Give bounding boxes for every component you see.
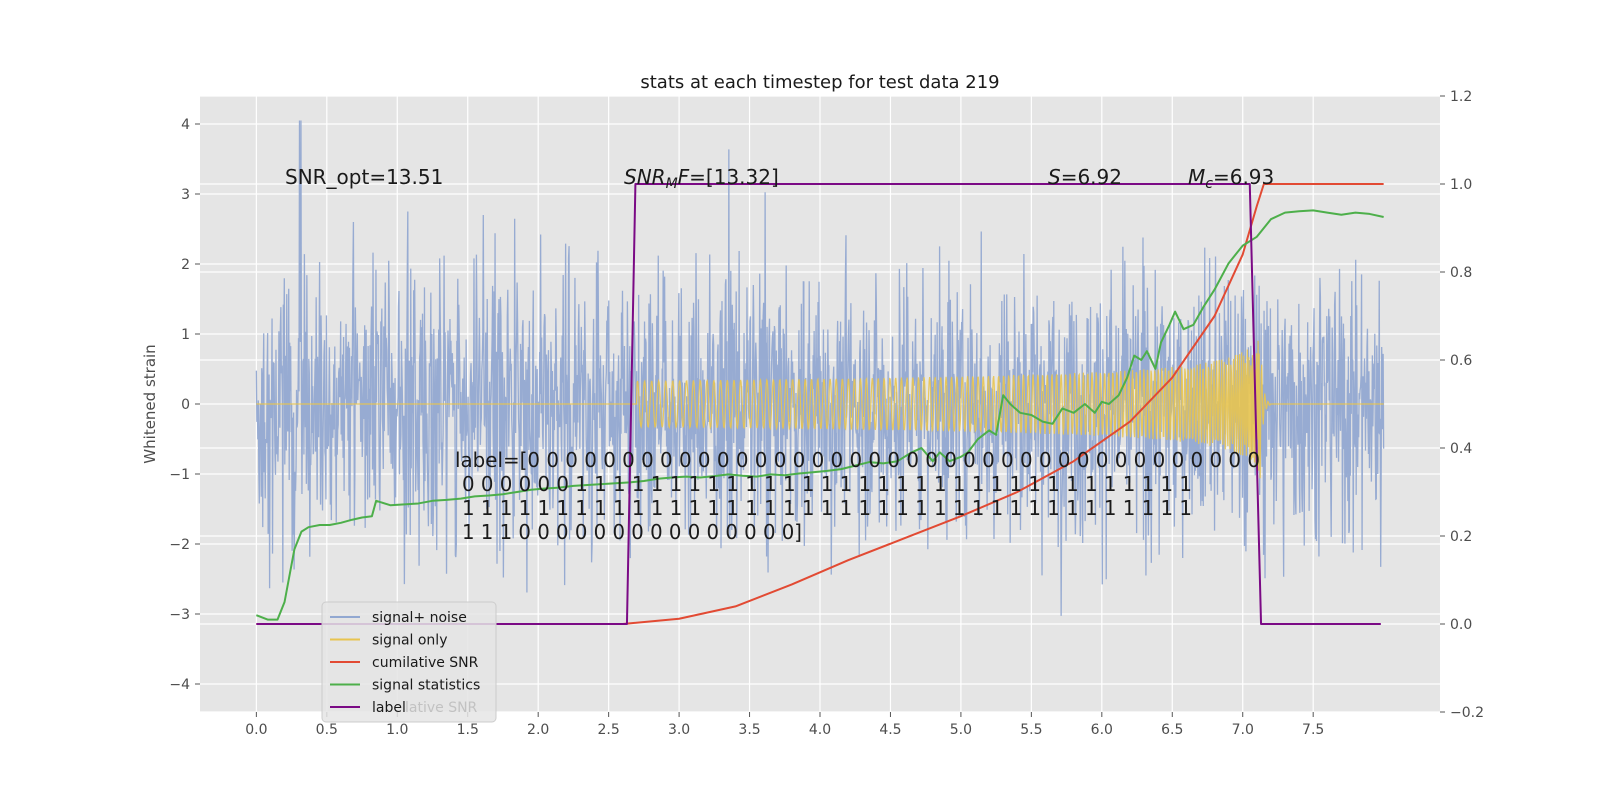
- legend-box: [321, 601, 497, 723]
- label-line-1: label=[0 0 0 0 0 0 0 0 0 0 0 0 0 0 0 0 0…: [455, 448, 1260, 472]
- x-tick-label: 6.0: [1091, 722, 1113, 738]
- y2-tick-label: 1.2: [1450, 89, 1472, 105]
- x-tick-label: 3.0: [668, 722, 690, 738]
- y2-tick-label: 0.8: [1450, 265, 1472, 281]
- signal-only-series: [256, 340, 1384, 479]
- y2-tick-label: −0.2: [1450, 705, 1484, 721]
- x-tick-label: 1.0: [386, 722, 408, 738]
- label-line-3: 1 1 1 1 1 1 1 1 1 1 1 1 1 1 1 1 1 1 1 1 …: [462, 496, 1192, 520]
- y-tick-label: 4: [181, 117, 190, 133]
- label-line-4: 1 1 1 0 0 0 0 0 0 0 0 0 0 0 0 0 0 0]: [462, 520, 802, 544]
- y-tick-label: −1: [169, 467, 190, 483]
- x-tick-label: 0.5: [316, 722, 338, 738]
- y-tick-label: −2: [169, 537, 190, 553]
- y-tick-label: 3: [181, 187, 190, 203]
- y2-tick-label: 1.0: [1450, 177, 1472, 193]
- line-series: [255, 183, 1384, 625]
- legend-label: signal only: [372, 633, 447, 649]
- x-tick-label: 1.5: [457, 722, 479, 738]
- signal-statistics-line: [255, 209, 1384, 621]
- x-tick-label: 5.5: [1020, 722, 1042, 738]
- legend-label: signal+ noise: [372, 610, 467, 626]
- x-tick-label: 3.5: [738, 722, 760, 738]
- label-line-2: 0 0 0 0 0 0 1 1 1 1 1 1 1 1 1 1 1 1 1 1 …: [462, 472, 1192, 496]
- x-tick-label: 4.0: [809, 722, 831, 738]
- legend-label: label: [372, 700, 406, 716]
- x-tick-label: 7.0: [1232, 722, 1254, 738]
- annotation-snr-opt: SNR_opt=13.51: [285, 165, 443, 189]
- y2-tick-label: 0.4: [1450, 441, 1472, 457]
- x-tick-label: 0.0: [245, 722, 267, 738]
- x-tick-label: 4.5: [879, 722, 901, 738]
- x-tick-label: 2.5: [598, 722, 620, 738]
- y2-tick-label: 0.0: [1450, 617, 1472, 633]
- y-axis: 4 3 2 1 0 −1 −2 −3 −4: [169, 117, 200, 693]
- signal-only-line: [256, 340, 1384, 479]
- label-line: [256, 183, 1381, 625]
- y-tick-label: 2: [181, 257, 190, 273]
- x-tick-label: 5.0: [950, 722, 972, 738]
- annotation-mc: Mc=6.93: [1188, 165, 1274, 192]
- chart-title: stats at each timestep for test data 219: [640, 72, 999, 93]
- x-axis: 0.0 0.5 1.0 1.5 2.0 2.5 3.0 3.5 4.0 4.5 5.0 5.5 6.0 6…: [245, 712, 1324, 738]
- y-tick-label: −4: [169, 677, 190, 693]
- y2-tick-label: 0.6: [1450, 353, 1472, 369]
- legend: lative SNR signal+ noise signal only cumil…: [321, 601, 497, 723]
- y2-axis: 1.2 1.0 0.8 0.6 0.4 0.2 0.0 −0.2: [1440, 89, 1484, 721]
- signal-noise-line: [255, 120, 1385, 616]
- legend-label: cumilative SNR: [372, 655, 479, 671]
- y-tick-label: 0: [181, 397, 190, 413]
- x-tick-label: 2.0: [527, 722, 549, 738]
- y-axis-label: Whitened strain: [141, 344, 159, 463]
- signal-noise-series: [255, 120, 1385, 616]
- legend-items: signal+ noise signal only cumilative SNR si…: [330, 610, 480, 716]
- legend-overlap-text: lative SNR: [405, 700, 478, 716]
- annotation-s: S=6.92: [1048, 165, 1122, 189]
- y-tick-label: 1: [181, 327, 190, 343]
- x-tick-label: 6.5: [1161, 722, 1183, 738]
- x-tick-label: 7.5: [1302, 722, 1324, 738]
- annotation-snr-mf: SNRMF=[13.32]: [624, 165, 779, 192]
- legend-label: signal statistics: [372, 678, 480, 694]
- y-tick-label: −3: [169, 607, 190, 623]
- y2-tick-label: 0.2: [1450, 529, 1472, 545]
- cumulative-snr-line: [256, 183, 1384, 625]
